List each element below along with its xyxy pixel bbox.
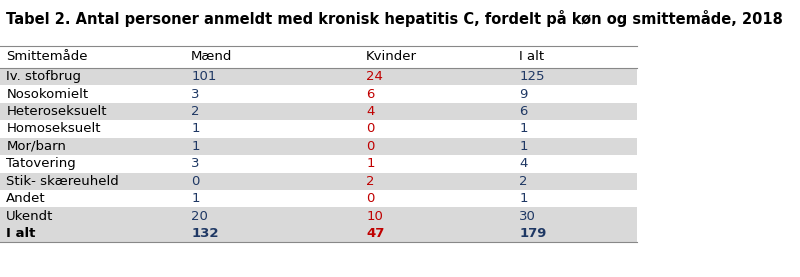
Text: 1: 1 [191,140,199,153]
Text: Heteroseksuelt: Heteroseksuelt [6,105,107,118]
Text: 9: 9 [519,88,527,101]
Text: 6: 6 [519,105,527,118]
Text: Homoseksuelt: Homoseksuelt [6,122,101,135]
Text: Mor/barn: Mor/barn [6,140,66,153]
Text: 1: 1 [519,192,527,205]
FancyBboxPatch shape [0,173,637,190]
FancyBboxPatch shape [0,207,637,225]
Text: Iv. stofbrug: Iv. stofbrug [6,70,82,83]
Text: Andet: Andet [6,192,46,205]
Text: 2: 2 [519,175,527,188]
Text: Kvinder: Kvinder [366,50,418,63]
FancyBboxPatch shape [0,85,637,103]
Text: Nosokomielt: Nosokomielt [6,88,89,101]
Text: 47: 47 [366,227,385,240]
Text: 10: 10 [366,210,383,223]
Text: 20: 20 [191,210,208,223]
Text: Mænd: Mænd [191,50,233,63]
Text: 1: 1 [191,122,199,135]
Text: 132: 132 [191,227,218,240]
Text: 2: 2 [366,175,374,188]
Text: 0: 0 [366,122,374,135]
FancyBboxPatch shape [0,103,637,120]
Text: 1: 1 [191,192,199,205]
Text: 6: 6 [366,88,374,101]
FancyBboxPatch shape [0,155,637,173]
Text: 24: 24 [366,70,383,83]
Text: Tatovering: Tatovering [6,157,76,170]
FancyBboxPatch shape [0,138,637,155]
Text: 125: 125 [519,70,545,83]
Text: 3: 3 [191,157,199,170]
Text: 0: 0 [366,140,374,153]
Text: 3: 3 [191,88,199,101]
Text: 101: 101 [191,70,217,83]
Text: I alt: I alt [6,227,36,240]
Text: 2: 2 [191,105,199,118]
FancyBboxPatch shape [0,225,637,242]
FancyBboxPatch shape [0,120,637,138]
Text: 179: 179 [519,227,546,240]
Text: 4: 4 [366,105,374,118]
FancyBboxPatch shape [0,190,637,207]
Text: 0: 0 [366,192,374,205]
Text: Smittemåde: Smittemåde [6,50,88,63]
Text: 30: 30 [519,210,536,223]
Text: Tabel 2. Antal personer anmeldt med kronisk hepatitis C, fordelt på køn og smitt: Tabel 2. Antal personer anmeldt med kron… [6,10,783,27]
Text: 1: 1 [519,140,527,153]
FancyBboxPatch shape [0,68,637,85]
Text: 4: 4 [519,157,527,170]
Text: 1: 1 [366,157,374,170]
Text: I alt: I alt [519,50,544,63]
Text: Ukendt: Ukendt [6,210,54,223]
Text: Stik- skæreuheld: Stik- skæreuheld [6,175,119,188]
Text: 1: 1 [519,122,527,135]
Text: 0: 0 [191,175,199,188]
